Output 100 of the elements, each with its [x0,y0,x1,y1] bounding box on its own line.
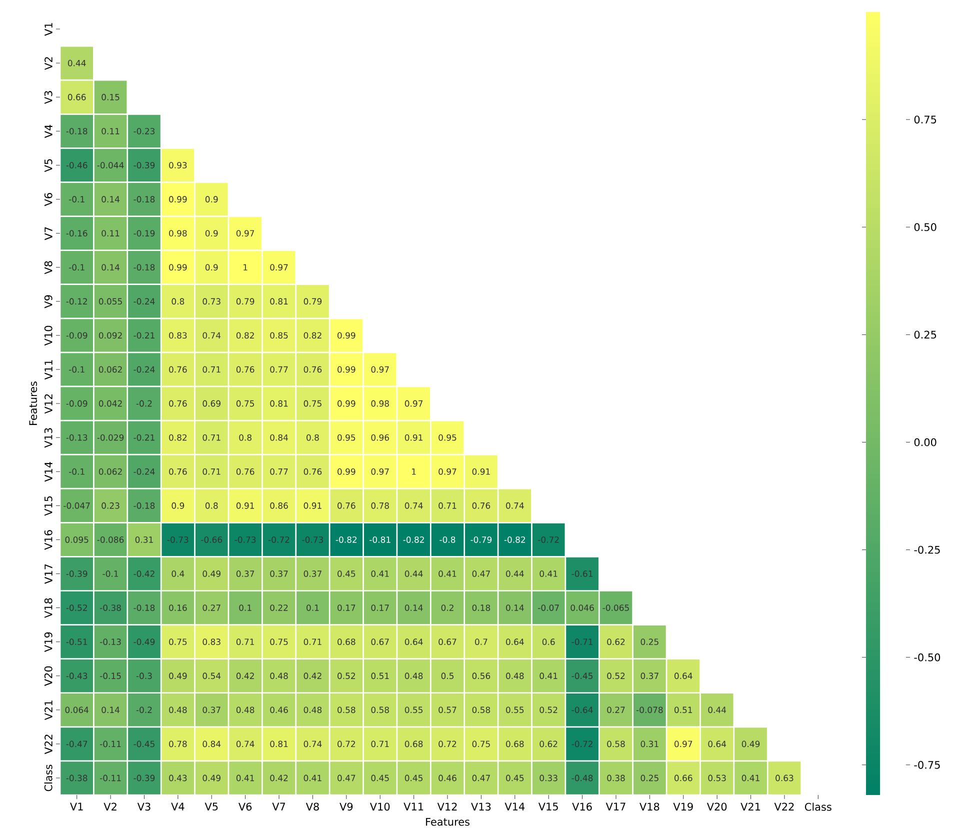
data-label: -0.23 [134,128,155,134]
data-label: 0.47 [472,774,490,782]
data-label: 0.76 [236,366,254,373]
data-label: 0.48 [236,706,254,714]
y-tick-label: V2 [44,57,52,70]
data-label: 0.76 [169,468,187,475]
data-label: -0.047 [64,502,90,509]
data-label: -0.39 [134,774,155,782]
x-tick-label: V18 [640,802,660,811]
data-label: 0.76 [472,502,490,509]
y-tick-label: V10 [44,326,52,346]
x-tick-label: V11 [404,802,424,810]
data-label: -0.1 [102,570,118,577]
data-label: 0.64 [674,672,692,680]
data-label: 0.97 [371,468,389,475]
x-tick-label: V3 [137,802,150,811]
data-label: 0.046 [570,604,594,611]
data-label: 0.77 [270,366,288,373]
x-tick-label: Class [804,802,832,811]
y-tick-label: Class [44,764,52,792]
x-tick-label: V22 [774,802,794,810]
data-label: 0.49 [742,740,760,748]
data-label: 0.77 [270,468,288,475]
data-label: 0.41 [304,774,322,782]
data-label: -0.11 [100,740,121,748]
data-label: 0.66 [674,774,692,782]
data-label: 0.71 [304,638,322,646]
data-label: 0.22 [270,604,288,611]
data-label: 0.52 [338,672,355,680]
data-label: 1 [244,264,248,270]
data-label: 0.38 [607,774,625,782]
data-label: 0.67 [438,638,456,646]
data-label: 0.25 [640,638,658,646]
data-label: 0.48 [404,672,423,680]
data-label: 0.45 [371,774,389,782]
data-label: -0.52 [66,604,87,611]
data-label: 0.14 [102,264,120,271]
data-label: 0.51 [371,672,389,680]
data-label: 0.55 [404,706,422,714]
data-label: 0.062 [98,366,122,373]
data-label: 0.91 [404,434,422,441]
data-label: 0.55 [506,706,524,714]
x-tick-label: V5 [204,802,218,810]
y-tick-label: V21 [44,700,52,720]
data-label: -0.39 [134,162,155,168]
data-label: 0.7 [475,638,488,646]
data-label: 0.9 [172,502,184,509]
data-label: 0.54 [202,672,221,680]
data-label: -0.64 [572,706,593,714]
data-label: 0.37 [270,570,288,577]
data-label: -0.48 [572,774,593,782]
data-label: -0.8 [440,536,456,543]
data-label: 0.37 [304,570,322,577]
data-label: 0.42 [236,672,254,680]
data-label: 0.58 [607,740,625,748]
data-label: -0.47 [66,740,88,748]
data-label: 0.82 [169,434,187,441]
data-label: 0.14 [102,196,120,202]
data-label: 0.81 [270,298,288,305]
data-label: 0.48 [304,706,322,714]
data-label: -0.078 [636,706,663,714]
data-label: 0.45 [506,774,524,782]
data-label: 0.83 [202,638,220,646]
data-label: 0.56 [472,672,490,680]
data-label: -0.11 [100,774,121,782]
data-label: 0.1 [239,604,252,611]
data-label: -0.66 [201,536,222,543]
data-label: 0.58 [371,706,389,714]
data-label: -0.81 [370,536,390,543]
data-label: 0.52 [607,672,625,680]
data-label: 0.18 [472,604,490,611]
data-label: 0.48 [506,672,524,680]
y-axis-title: Features [29,382,38,425]
data-label: -0.61 [572,570,592,577]
data-label: 0.11 [102,128,120,134]
data-label: 0.93 [169,162,187,168]
data-label: 0.66 [68,94,86,100]
x-tick-label: V1 [70,802,83,810]
data-label: -0.12 [66,298,87,305]
data-label: -0.18 [134,604,155,611]
data-label: 0.73 [202,298,220,305]
x-tick-label: V19 [673,802,693,811]
x-tick-label: V10 [370,802,390,811]
data-label: 0.67 [371,638,389,646]
data-label: -0.82 [504,536,526,543]
y-tick-label: V19 [44,632,52,652]
data-label: -0.49 [134,638,155,646]
data-label: 0.63 [776,774,794,782]
data-label: 0.99 [169,196,187,202]
data-label: 0.74 [506,502,524,509]
data-label: 0.16 [169,604,187,611]
data-label: 0.71 [202,434,220,441]
data-label: -0.82 [336,536,357,543]
y-tick-label: V1 [44,23,52,36]
data-label: -0.1 [68,196,84,202]
data-label: -0.18 [66,128,88,134]
data-label: 0.62 [540,740,558,748]
data-label: -0.15 [100,672,121,680]
data-label: 0.49 [169,672,187,680]
data-label: 0.41 [438,570,456,577]
